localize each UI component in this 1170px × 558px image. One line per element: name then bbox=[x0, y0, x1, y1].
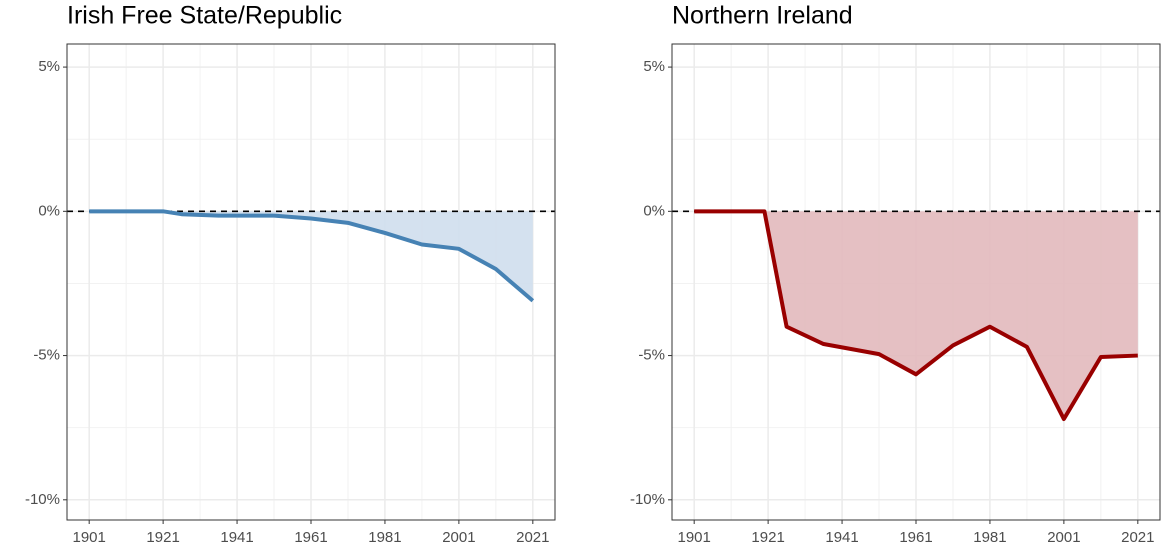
x-tick-label: 1901 bbox=[677, 529, 710, 546]
x-tick-label: 1921 bbox=[751, 529, 784, 546]
y-tick-label: 0% bbox=[643, 202, 665, 219]
chart-title: Irish Free State/Republic bbox=[67, 2, 342, 30]
y-tick-label: -10% bbox=[630, 491, 665, 508]
x-tick-label: 2001 bbox=[442, 529, 475, 546]
area bbox=[89, 211, 533, 301]
x-tick-label: 1961 bbox=[899, 529, 932, 546]
x-tick-label: 1981 bbox=[973, 529, 1006, 546]
x-tick-label: 1981 bbox=[368, 529, 401, 546]
y-tick-label: -5% bbox=[638, 347, 665, 364]
x-tick-label: 1941 bbox=[220, 529, 253, 546]
y-tick-label: 5% bbox=[38, 58, 60, 75]
x-tick-label: 1941 bbox=[825, 529, 858, 546]
area bbox=[694, 211, 1138, 420]
panel-border bbox=[66, 43, 556, 521]
x-tick-label: 1961 bbox=[294, 529, 327, 546]
y-tick-label: 0% bbox=[38, 202, 60, 219]
x-tick-label: 2021 bbox=[516, 529, 549, 546]
y-tick-label: -5% bbox=[33, 347, 60, 364]
x-tick-label: 2021 bbox=[1121, 529, 1154, 546]
line bbox=[694, 209, 1138, 422]
panel-border bbox=[671, 43, 1161, 521]
line bbox=[89, 209, 535, 303]
chart-title: Northern Ireland bbox=[672, 2, 853, 30]
y-tick-label: -10% bbox=[25, 491, 60, 508]
x-tick-label: 2001 bbox=[1047, 529, 1080, 546]
x-tick-label: 1901 bbox=[72, 529, 105, 546]
y-tick-label: 5% bbox=[643, 58, 665, 75]
x-tick-label: 1921 bbox=[146, 529, 179, 546]
